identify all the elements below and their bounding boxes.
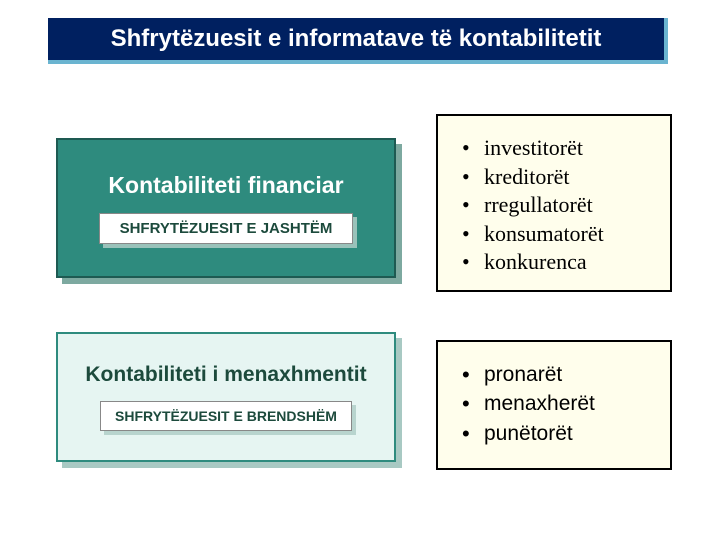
title-bar: Shfrytëzuesit e informatave të kontabili… xyxy=(48,18,668,64)
list-item: investitorët xyxy=(462,134,660,163)
management-heading: Kontabiliteti i menaxhmentit xyxy=(85,363,366,387)
internal-users-list: pronarët menaxherët punëtorët xyxy=(462,360,660,448)
page-title: Shfrytëzuesit e informatave të kontabili… xyxy=(111,25,602,53)
list-item: konkurenca xyxy=(462,248,660,277)
list-item: menaxherët xyxy=(462,389,660,418)
management-accounting-box: Kontabiliteti i menaxhmentit SHFRYTËZUES… xyxy=(56,332,396,462)
external-users-label: SHFRYTËZUESIT E JASHTËM xyxy=(99,213,354,244)
list-item: rregullatorët xyxy=(462,191,660,220)
internal-users-list-box: pronarët menaxherët punëtorët xyxy=(436,340,672,470)
financial-heading: Kontabiliteti financiar xyxy=(108,172,343,199)
list-item: pronarët xyxy=(462,360,660,389)
internal-users-label: SHFRYTËZUESIT E BRENDSHËM xyxy=(100,401,352,431)
list-item: kreditorët xyxy=(462,163,660,192)
list-item: punëtorët xyxy=(462,419,660,448)
financial-accounting-box: Kontabiliteti financiar SHFRYTËZUESIT E … xyxy=(56,138,396,278)
external-users-list-box: investitorët kreditorët rregullatorët ko… xyxy=(436,114,672,292)
list-item: konsumatorët xyxy=(462,220,660,249)
external-users-list: investitorët kreditorët rregullatorët ko… xyxy=(462,134,660,277)
